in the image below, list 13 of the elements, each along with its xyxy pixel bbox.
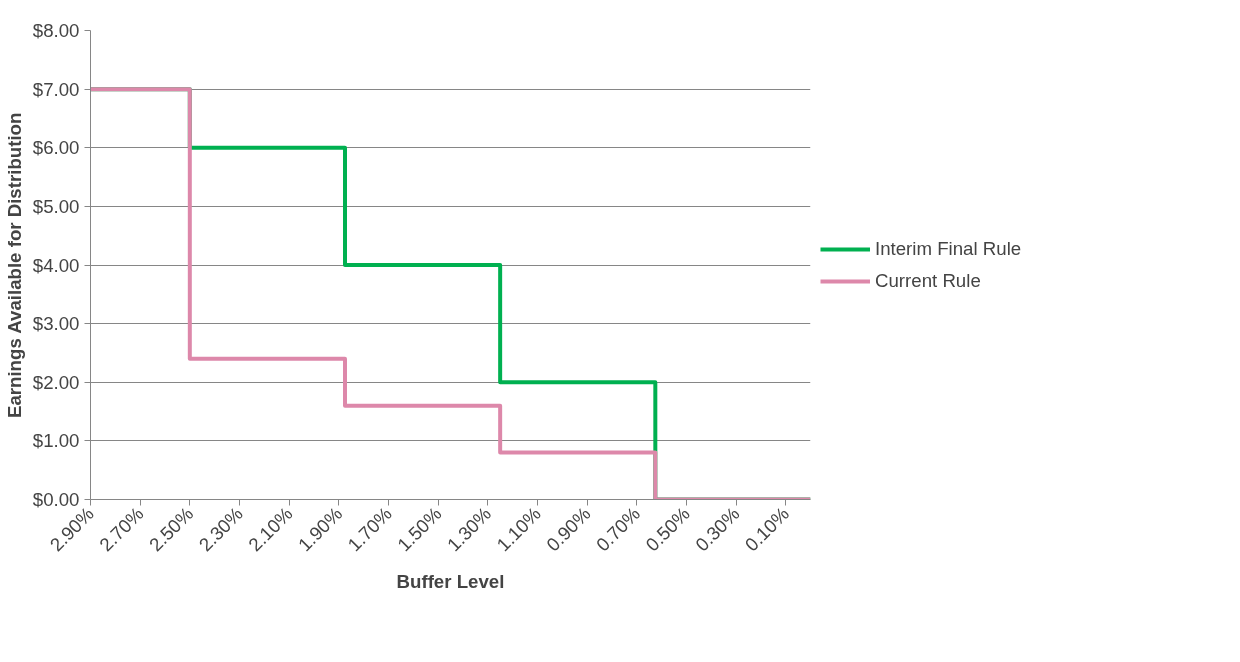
y-axis-title: Earnings Available for Distribution <box>3 112 25 419</box>
y-tick-label: $5.00 <box>32 195 80 217</box>
y-tick-label: $8.00 <box>32 20 80 41</box>
x-axis-title: Buffer Level <box>396 570 505 592</box>
y-tick-label: $3.00 <box>32 313 80 335</box>
y-tick-label: $6.00 <box>32 137 80 159</box>
y-tick-label: $2.00 <box>32 371 80 393</box>
y-tick-label: $4.00 <box>32 254 80 276</box>
legend-label: Current Rule <box>875 269 981 292</box>
y-tick-label: $1.00 <box>32 430 80 452</box>
y-tick-label: $0.00 <box>32 489 80 510</box>
y-tick-label: $7.00 <box>32 78 80 100</box>
legend-label: Interim Final Rule <box>875 237 1022 260</box>
